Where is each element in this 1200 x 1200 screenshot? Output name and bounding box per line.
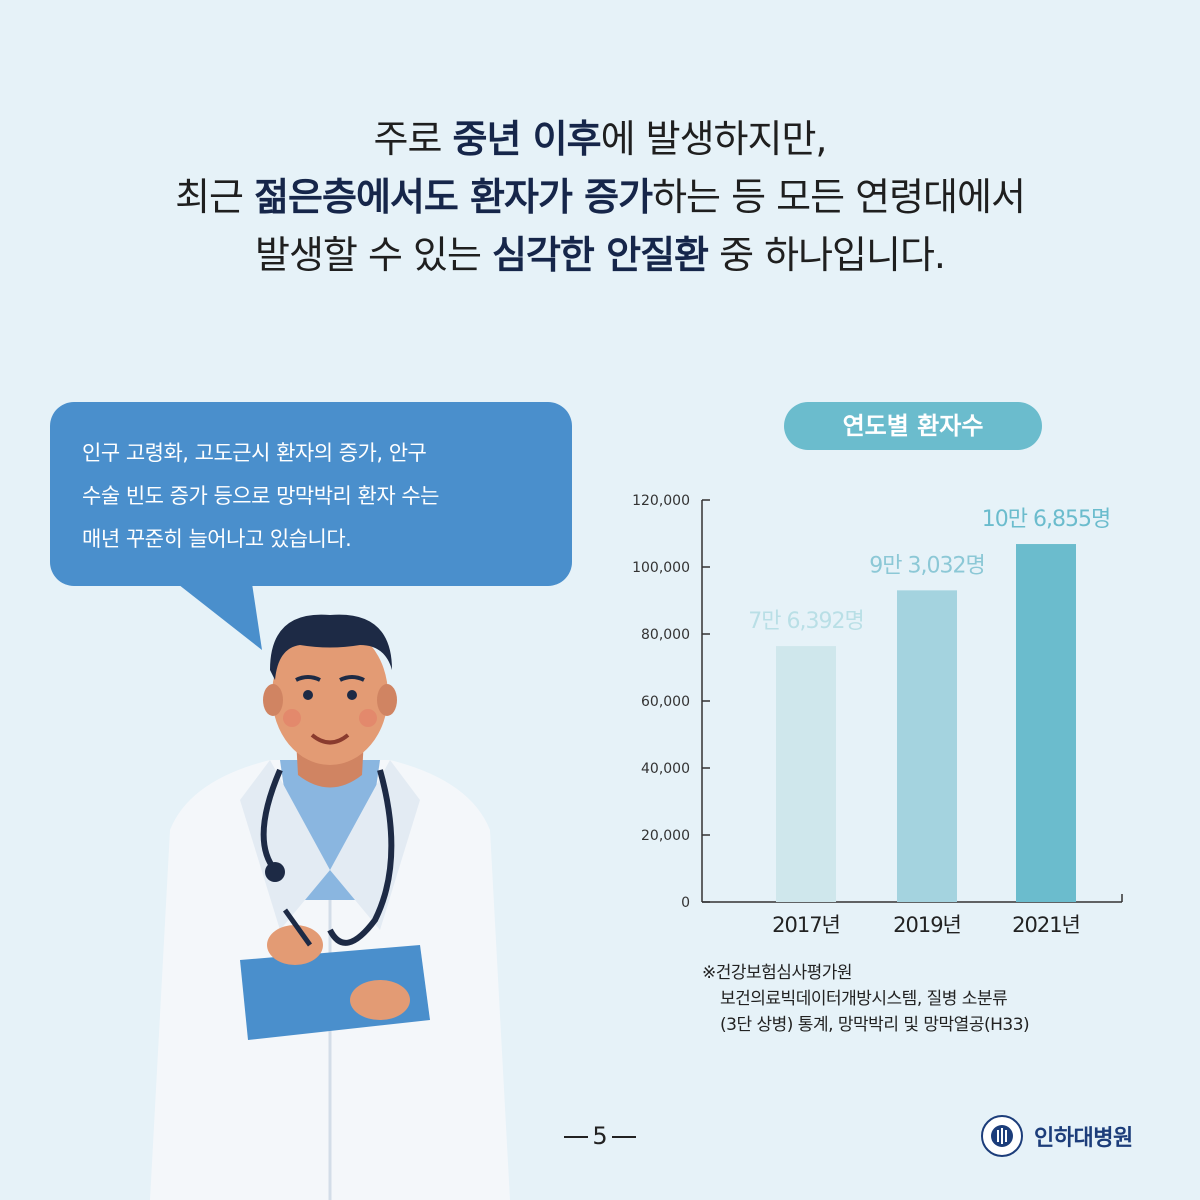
y-tick-label: 0 xyxy=(681,895,690,911)
bubble-line-2: 수술 빈도 증가 등으로 망막박리 환자 수는 xyxy=(82,484,440,508)
data-source-note: ※건강보험심사평가원 보건의료빅데이터개방시스템, 질병 소분류 (3단 상병)… xyxy=(702,960,1030,1038)
hospital-name: 인하대병원 xyxy=(1034,1126,1133,1151)
bar-2017년 xyxy=(776,646,836,902)
x-tick-label: 2021년 xyxy=(1012,913,1080,937)
y-tick-label: 120,000 xyxy=(632,493,690,509)
headline-text: 에 발생하지만, xyxy=(600,117,828,161)
headline-text: 최근 xyxy=(175,175,255,219)
headline-emphasis: 젊은층에서도 환자가 증가 xyxy=(254,175,653,219)
source-line-3: (3단 상병) 통계, 망막박리 및 망막열공(H33) xyxy=(720,1015,1030,1035)
speech-bubble-text: 인구 고령화, 고도근시 환자의 증가, 안구 수술 빈도 증가 등으로 망막박… xyxy=(82,432,552,561)
bar-2019년 xyxy=(897,590,957,902)
y-tick-label: 20,000 xyxy=(641,828,690,844)
source-line-2: 보건의료빅데이터개방시스템, 질병 소분류 xyxy=(720,989,1008,1009)
data-label: 7만 6,392명 xyxy=(748,609,863,634)
headline-text: 주로 xyxy=(373,117,453,161)
x-tick-label: 2019년 xyxy=(893,913,961,937)
y-tick-label: 100,000 xyxy=(632,560,690,576)
y-axis: 0 20,000 40,000 60,000 80,000 100,000 120,000 xyxy=(632,493,1123,911)
headline-line-1: 주로 중년 이후에 발생하지만, xyxy=(0,110,1200,168)
y-tick-label: 40,000 xyxy=(641,761,690,777)
headline-text: 하는 등 모든 연령대에서 xyxy=(652,175,1026,219)
page-number: 5 xyxy=(560,1122,640,1150)
headline-line-2: 최근 젊은층에서도 환자가 증가하는 등 모든 연령대에서 xyxy=(0,168,1200,226)
speech-bubble: 인구 고령화, 고도근시 환자의 증가, 안구 수술 빈도 증가 등으로 망막박… xyxy=(50,402,572,586)
data-labels: 7만 6,392명 9만 3,032명 10만 6,855명 xyxy=(748,507,1111,634)
headline: 주로 중년 이후에 발생하지만, 최근 젊은층에서도 환자가 증가하는 등 모든… xyxy=(0,110,1200,284)
hospital-logo: 인하대병원 xyxy=(980,1114,1133,1158)
headline-emphasis: 중년 이후 xyxy=(452,117,602,161)
doctor-illustration xyxy=(150,614,510,1200)
bubble-line-1: 인구 고령화, 고도근시 환자의 증가, 안구 xyxy=(82,441,427,465)
bar-2021년 xyxy=(1016,544,1076,902)
headline-emphasis: 심각한 안질환 xyxy=(492,233,709,277)
bar-chart: 020,00040,00060,00080,000100,000120,000 … xyxy=(632,493,1123,937)
headline-line-3: 발생할 수 있는 심각한 안질환 중 하나입니다. xyxy=(0,226,1200,284)
headline-text: 발생할 수 있는 xyxy=(255,233,492,277)
data-label: 9만 3,032명 xyxy=(869,553,984,578)
bars xyxy=(776,544,1076,902)
headline-text: 중 하나입니다. xyxy=(708,233,946,277)
y-tick-label: 80,000 xyxy=(641,627,690,643)
bubble-line-3: 매년 꾸준히 늘어나고 있습니다. xyxy=(82,527,352,551)
x-axis-labels: 2017년 2019년 2021년 xyxy=(772,913,1081,937)
y-tick-label: 60,000 xyxy=(641,694,690,710)
data-label: 10만 6,855명 xyxy=(982,507,1110,532)
source-line-1: ※건강보험심사평가원 xyxy=(702,963,853,983)
x-tick-label: 2017년 xyxy=(772,913,840,937)
hospital-seal-icon xyxy=(981,1115,1023,1157)
chart-title: 연도별 환자수 xyxy=(784,402,1042,450)
